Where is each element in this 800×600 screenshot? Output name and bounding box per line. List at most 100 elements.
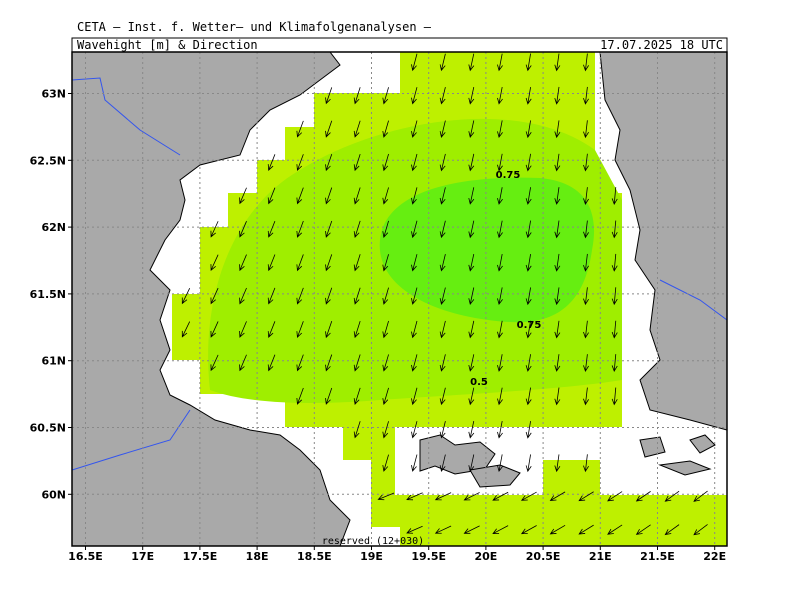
x-tick-label: 21.5E [640,550,675,563]
direction-arrow [382,87,389,105]
y-tick-label: 60.5N [30,422,66,435]
direction-arrow [382,421,389,439]
island [419,434,496,475]
direction-arrow [181,321,191,338]
direction-arrow [468,320,475,339]
direction-arrow [607,491,623,502]
direction-arrow [296,154,304,172]
direction-arrow [210,321,219,338]
direction-arrow [439,421,446,439]
direction-arrow [239,354,247,372]
direction-arrow [296,354,304,372]
direction-arrow [497,320,503,339]
direction-arrow [411,421,418,439]
direction-arrow [406,525,423,534]
direction-arrow [411,187,418,205]
direction-arrow [267,287,276,305]
direction-arrow [267,321,276,338]
direction-arrow [525,187,532,205]
direction-arrow [296,187,304,205]
direction-arrow [468,187,475,205]
direction-arrow [525,220,532,239]
direction-arrow [434,525,452,534]
direction-arrow [497,220,503,239]
contour-label: 0.5 [470,377,488,388]
direction-arrow [406,492,423,501]
direction-arrow [468,87,475,105]
direction-arrow [411,287,418,305]
direction-arrow [353,287,361,305]
direction-arrow [554,454,561,473]
footer: reserved (12+030) [322,536,424,547]
direction-arrow [411,153,418,172]
x-tick-label: 16.5E [68,550,103,563]
direction-arrow [497,253,503,272]
direction-arrow [554,53,561,72]
direction-arrow [267,354,276,372]
direction-arrow [578,491,594,502]
direction-arrow [635,491,651,502]
direction-arrow [525,120,532,139]
direction-arrow [210,221,219,238]
direction-arrow [439,187,446,205]
direction-arrow [411,387,418,406]
x-tick-label: 18E [246,550,269,563]
direction-arrow [664,524,680,536]
direction-arrow [439,387,446,406]
direction-arrow [325,254,333,272]
x-tick-label: 18.5E [297,550,332,563]
direction-arrow [325,187,333,205]
direction-arrow [382,254,389,272]
direction-arrow [267,154,276,171]
direction-arrow [267,220,276,238]
direction-arrow [439,354,446,372]
direction-arrow [583,253,589,272]
wave-field-high [379,177,595,323]
direction-arrow [693,524,708,536]
direction-arrow [664,490,680,502]
direction-arrow [497,153,503,172]
x-tick-label: 21E [589,550,612,563]
direction-arrow [468,354,475,372]
direction-arrow [468,287,475,306]
direction-arrow [611,320,618,339]
y-tick-label: 61N [41,355,66,368]
direction-arrow [353,320,361,339]
direction-arrow [296,220,304,238]
direction-arrow [239,321,247,338]
direction-arrow [497,354,503,372]
direction-arrow [353,421,361,439]
direction-arrow [439,454,446,472]
direction-arrow [239,254,247,272]
direction-arrow [578,524,594,535]
x-tick-label: 17E [131,550,154,563]
direction-arrow [353,187,361,205]
y-tick-label: 60N [41,488,66,501]
island [469,464,521,488]
direction-arrow [411,454,418,472]
direction-arrow [549,524,566,535]
direction-arrow [583,220,589,239]
direction-arrow [611,253,618,272]
direction-arrow [267,187,276,205]
direction-arrow [611,287,618,306]
direction-arrow [382,187,389,205]
direction-arrow [325,87,333,105]
direction-arrow [611,187,618,205]
direction-arrow [525,420,532,439]
direction-arrow [468,454,475,473]
direction-arrow [497,420,503,439]
direction-arrow [382,454,389,472]
direction-arrow [497,53,503,72]
direction-arrow [554,253,561,272]
direction-arrow [497,120,503,139]
direction-arrow [468,421,475,439]
direction-arrow [411,320,418,339]
direction-arrow [554,120,561,139]
direction-arrow [525,53,532,72]
direction-arrow [583,153,589,172]
direction-arrow [353,87,361,105]
direction-arrow [382,354,389,372]
direction-arrow [411,220,418,239]
y-tick-label: 62.5N [30,154,66,167]
